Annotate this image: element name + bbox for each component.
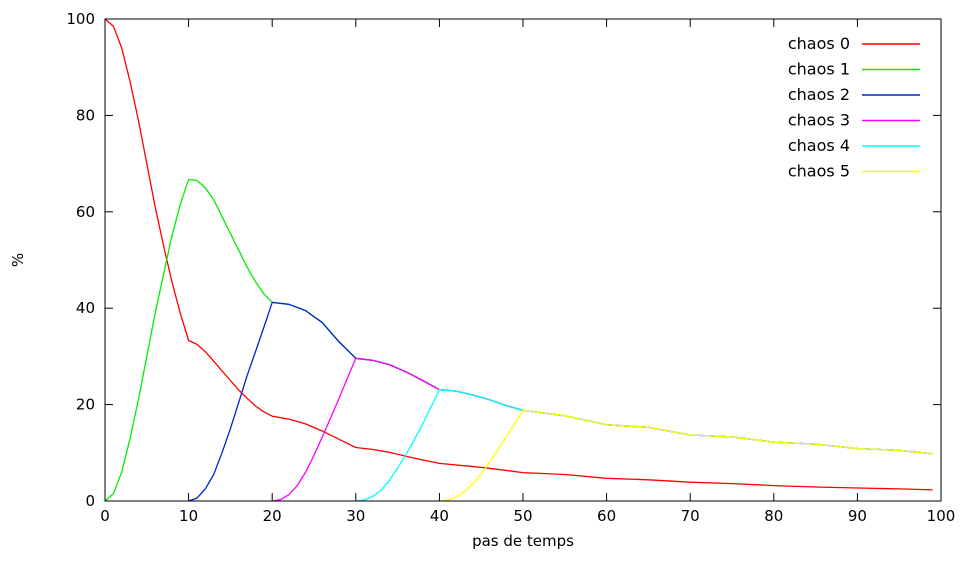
y-tick-label: 60 — [76, 203, 95, 221]
x-tick-label: 0 — [100, 507, 110, 525]
x-tick-label: 100 — [927, 507, 956, 525]
series-line-2 — [188, 301, 933, 502]
y-tick-label: 20 — [76, 396, 95, 414]
y-tick-label: 0 — [85, 492, 95, 510]
legend-label-1: chaos 1 — [788, 60, 850, 79]
y-tick-label: 100 — [66, 10, 95, 28]
x-tick-label: 10 — [179, 507, 198, 525]
legend-label-2: chaos 2 — [788, 85, 850, 104]
legend-label-0: chaos 0 — [788, 34, 850, 53]
plot-frame — [104, 18, 942, 502]
series-line-5 — [439, 409, 933, 502]
x-tick-label: 80 — [764, 507, 783, 525]
series-layer — [104, 18, 933, 502]
x-tick-label: 50 — [513, 507, 532, 525]
x-tick-label: 20 — [263, 507, 282, 525]
series-line-0 — [104, 18, 933, 491]
legend-label-3: chaos 3 — [788, 111, 850, 130]
x-tick-label: 70 — [681, 507, 700, 525]
legend: chaos 0 chaos 1 chaos 2 chaos 3 chaos 4 chaos… — [788, 34, 920, 181]
legend-label-4: chaos 4 — [788, 136, 850, 155]
x-tick-label: 60 — [597, 507, 616, 525]
y-tick-label: 80 — [76, 106, 95, 124]
series-line-1 — [104, 178, 933, 502]
series-line-4 — [355, 389, 933, 502]
labels-layer: 0 10 20 30 40 50 60 70 80 90 100 0 20 40 60 80 100 — [66, 10, 955, 525]
y-tick-label: 40 — [76, 299, 95, 317]
x-tick-label: 40 — [430, 507, 449, 525]
x-axis-label: pas de temps — [472, 532, 574, 550]
y-axis-label: % — [9, 253, 27, 267]
series-line-3 — [272, 357, 933, 502]
x-tick-label: 90 — [848, 507, 867, 525]
legend-label-5: chaos 5 — [788, 162, 850, 181]
x-tick-label: 30 — [346, 507, 365, 525]
